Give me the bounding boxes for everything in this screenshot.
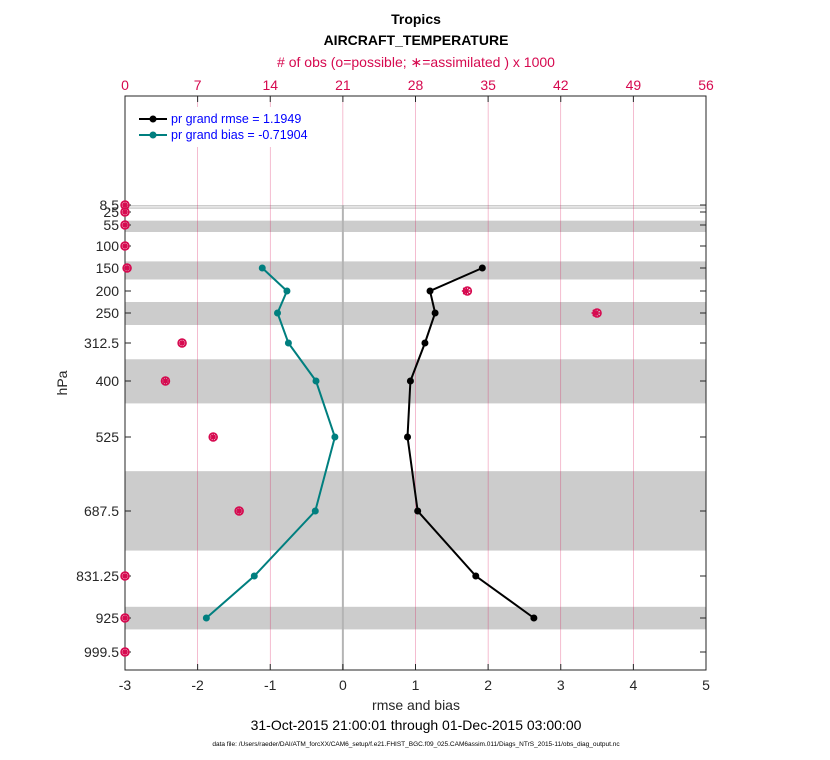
series-point-rmse xyxy=(478,264,486,272)
obs-assimilated-marker xyxy=(461,286,471,296)
obs-assimilated-marker xyxy=(120,571,130,581)
obs-assimilated-marker xyxy=(208,432,218,442)
top-tick-label: 0 xyxy=(121,77,129,93)
y-tick-label: 400 xyxy=(96,373,120,389)
top-tick-label: 7 xyxy=(194,77,202,93)
series-lines xyxy=(202,264,538,622)
series-point-bias xyxy=(283,287,291,295)
series-point-rmse xyxy=(406,377,414,385)
legend-box xyxy=(128,107,340,147)
x-tick-label: 2 xyxy=(484,677,492,693)
y-tick-label: 925 xyxy=(96,610,120,626)
y-tick-label: 525 xyxy=(96,429,120,445)
series-point-rmse xyxy=(421,339,429,347)
top-tick-label: 28 xyxy=(408,77,424,93)
x-tick-label: 5 xyxy=(702,677,710,693)
x-tick-label: 1 xyxy=(412,677,420,693)
layer-band xyxy=(125,205,706,207)
series-point-bias xyxy=(311,507,319,515)
top-axis-ticks: 0 7 14 21 28 35 42 49 56 xyxy=(121,77,714,102)
layer-band xyxy=(125,606,706,630)
y-tick-label: 25 xyxy=(103,204,119,220)
top-tick-label: 56 xyxy=(698,77,714,93)
obs-assimilated-marker xyxy=(234,506,244,516)
obs-assimilated-marker xyxy=(122,263,132,273)
series-point-bias xyxy=(331,433,339,441)
chart-title: Tropics xyxy=(391,11,441,27)
series-point-bias xyxy=(284,339,292,347)
top-tick-label: 42 xyxy=(553,77,569,93)
y-tick-label: 312.5 xyxy=(84,335,119,351)
series-point-rmse xyxy=(404,433,412,441)
y-tick-label: 831.25 xyxy=(76,568,119,584)
series-point-bias xyxy=(258,264,266,272)
series-point-bias xyxy=(312,377,320,385)
series-point-rmse xyxy=(431,309,439,317)
legend-bias-marker xyxy=(149,131,157,139)
y-tick-label: 250 xyxy=(96,305,120,321)
date-range: 31-Oct-2015 21:00:01 through 01-Dec-2015… xyxy=(251,717,582,733)
top-tick-label: 21 xyxy=(335,77,351,93)
y-tick-label: 687.5 xyxy=(84,503,119,519)
x-tick-label: -2 xyxy=(191,677,204,693)
chart-subtitle: AIRCRAFT_TEMPERATURE xyxy=(324,32,509,48)
y-tick-label: 55 xyxy=(103,217,119,233)
legend-rmse-label: pr grand rmse = 1.1949 xyxy=(171,112,301,126)
legend: pr grand rmse = 1.1949 pr grand bias = -… xyxy=(128,107,340,147)
y-axis-label: hPa xyxy=(54,370,70,395)
x-tick-label: 3 xyxy=(557,677,565,693)
footnote: data file: /Users/raeder/DAI/ATM_forcXX/… xyxy=(212,741,620,748)
series-point-rmse xyxy=(414,507,422,515)
series-point-bias xyxy=(274,309,282,317)
x-tick-label: 4 xyxy=(629,677,637,693)
layer-band xyxy=(125,220,706,232)
x-tick-label: 0 xyxy=(339,677,347,693)
y-tick-label: 200 xyxy=(96,283,120,299)
top-tick-label: 14 xyxy=(262,77,278,93)
obs-assimilated-marker xyxy=(120,613,130,623)
obs-assimilated-marker xyxy=(120,241,130,251)
legend-bias-label: pr grand bias = -0.71904 xyxy=(171,128,308,142)
x-axis-label: rmse and bias xyxy=(372,697,460,713)
obs-assimilated-marker xyxy=(120,207,130,217)
series-point-bias xyxy=(250,572,258,580)
series-point-rmse xyxy=(472,572,480,580)
x-tick-label: -1 xyxy=(264,677,277,693)
y-tick-label: 8.5 xyxy=(100,197,120,213)
legend-rmse-marker xyxy=(149,115,157,123)
series-point-bias xyxy=(202,614,210,622)
x-tick-label: -3 xyxy=(119,677,132,693)
obs-assimilated-marker xyxy=(177,338,187,348)
obs-assimilated-marker xyxy=(120,220,130,230)
layer-band xyxy=(125,207,706,209)
obs-assimilated-marker xyxy=(591,308,601,318)
layer-band xyxy=(125,302,706,325)
y-tick-label: 999.5 xyxy=(84,644,119,660)
top-axis-label: # of obs (o=possible; ∗=assimilated ) x … xyxy=(277,54,555,70)
obs-assimilated-marker xyxy=(120,647,130,657)
obs-assimilated-marker xyxy=(120,200,130,210)
top-tick-label: 49 xyxy=(626,77,642,93)
bottom-axis-ticks: -3 -2 -1 0 1 2 3 4 5 xyxy=(119,664,710,693)
top-tick-label: 35 xyxy=(480,77,496,93)
y-tick-label: 100 xyxy=(96,238,120,254)
series-point-rmse xyxy=(426,287,434,295)
obs-assimilated-marker xyxy=(160,376,170,386)
obs-count-markers xyxy=(120,200,602,657)
y-tick-label: 150 xyxy=(96,260,120,276)
series-point-rmse xyxy=(530,614,538,622)
